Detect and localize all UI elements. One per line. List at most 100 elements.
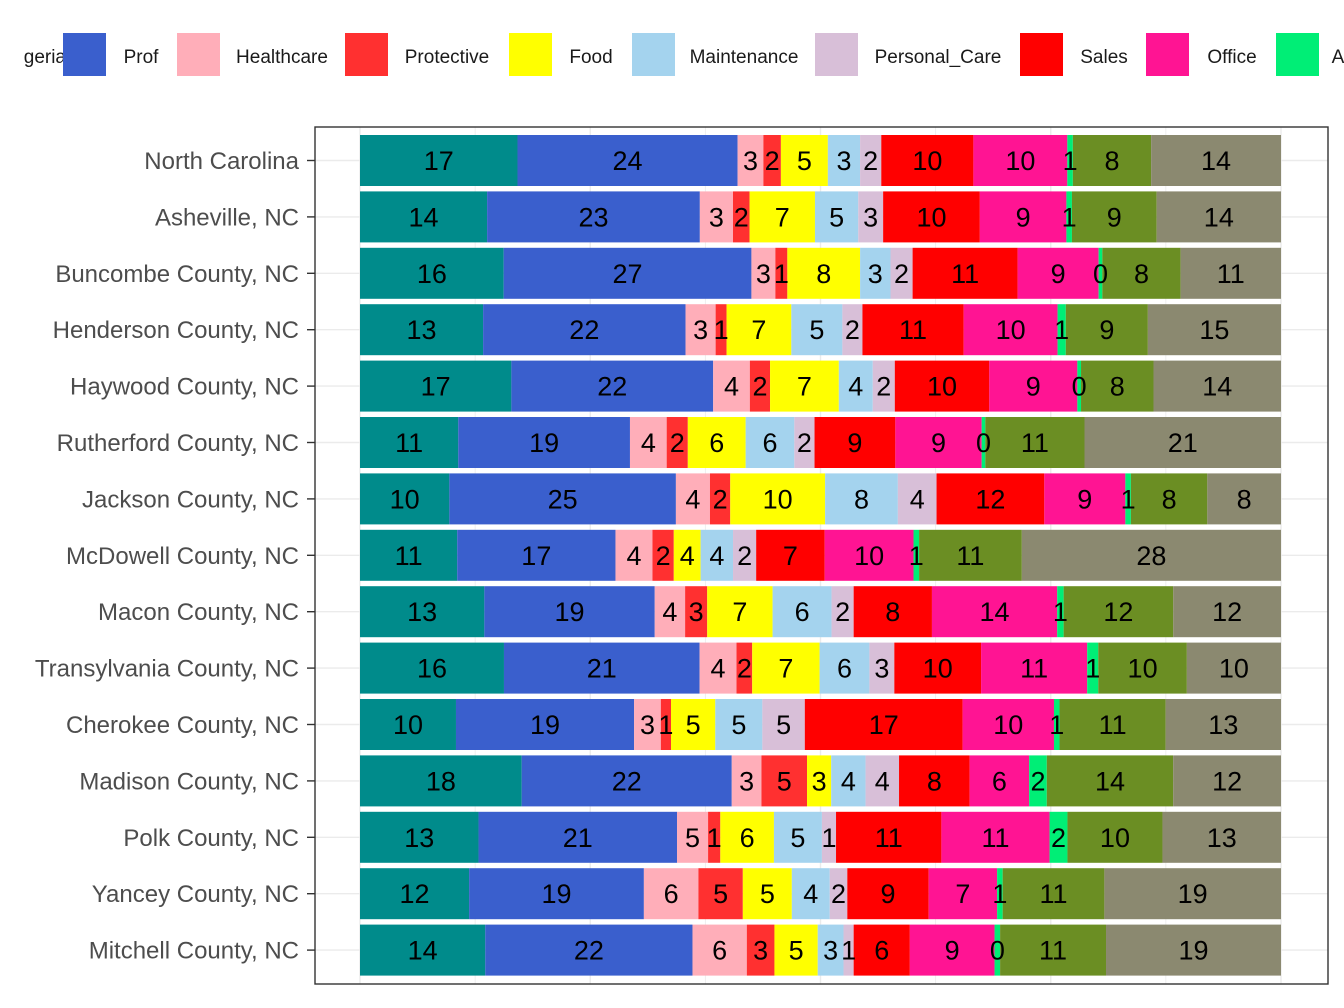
bar-segment: [941, 811, 1050, 863]
bar-segment: [685, 586, 708, 638]
bar-value-label: 6: [712, 936, 727, 966]
bar-segment: [981, 417, 986, 468]
bar-value-label: 11: [395, 541, 423, 571]
legend-label-personal_care: Personal_Care: [875, 47, 1002, 68]
bar-value-label: 4: [709, 541, 724, 571]
bar-segment: [881, 135, 974, 186]
bar-value-label: 5: [789, 936, 804, 966]
bar-segment: [449, 473, 676, 525]
bar-segment: [1067, 135, 1073, 186]
y-axis-category-label: Buncombe County, NC: [55, 261, 299, 288]
bar-value-label: 13: [404, 823, 434, 853]
bar-value-label: 21: [587, 654, 617, 684]
bar-value-label: 11: [1039, 936, 1067, 966]
bar-segment: [912, 247, 1018, 299]
legend-label-protective: Protective: [405, 47, 489, 68]
legend-label-food: Food: [569, 47, 612, 68]
bar-value-label: 14: [1095, 766, 1125, 796]
bar-segment: [458, 417, 630, 468]
bar-segment: [770, 360, 839, 412]
bar-value-label: 2: [1030, 766, 1045, 796]
bar-value-label: 10: [996, 315, 1026, 345]
bar-segment: [675, 473, 710, 525]
bar-value-label: 11: [1040, 879, 1068, 909]
bar-value-label: 3: [756, 259, 771, 289]
bar-value-label: 3: [812, 766, 827, 796]
bar-segment: [749, 360, 771, 412]
bar-segment: [1071, 191, 1157, 243]
bar-value-label: 5: [829, 202, 844, 232]
bar-segment: [652, 529, 674, 581]
legend-key-a: [1276, 33, 1319, 76]
bar-value-label: 6: [709, 428, 724, 458]
bar-value-label: 1: [841, 936, 856, 966]
bar-value-label: 2: [670, 428, 685, 458]
bar-segment: [1156, 191, 1281, 243]
bar-segment: [503, 642, 700, 694]
bar-value-label: 6: [740, 823, 755, 853]
bar-value-label: 1: [1085, 654, 1100, 684]
bar-segment: [791, 868, 830, 920]
bar-value-label: 11: [1021, 428, 1049, 458]
legend-label-prof: Prof: [124, 47, 160, 68]
bar-segment: [503, 247, 752, 299]
bar-value-label: 11: [951, 259, 979, 289]
bar-value-label: 19: [1178, 936, 1208, 966]
bar-segment: [1002, 868, 1105, 920]
bar-segment: [687, 417, 746, 468]
bar-segment: [869, 642, 895, 694]
bar-segment: [360, 417, 459, 468]
bar-value-label: 6: [992, 766, 1007, 796]
bar-segment: [746, 924, 775, 976]
bar-value-label: 11: [981, 823, 1009, 853]
bar-segment: [819, 642, 870, 694]
bar-segment: [979, 191, 1067, 243]
bar-segment: [899, 755, 970, 807]
bar-segment: [1125, 473, 1131, 525]
legend-key-office: [1146, 33, 1189, 76]
bar-segment: [484, 586, 655, 638]
bar-segment: [715, 304, 727, 356]
bar-segment: [872, 360, 895, 412]
legend-label-a: A: [1332, 47, 1344, 68]
bar-value-label: 9: [945, 936, 960, 966]
bar-value-label: 27: [613, 259, 643, 289]
bar-segment: [736, 642, 753, 694]
bar-value-label: 0: [976, 428, 991, 458]
bar-value-label: 19: [530, 710, 560, 740]
bar-segment: [847, 868, 929, 920]
bar-segment: [360, 811, 479, 863]
bar-value-label: 2: [894, 259, 909, 289]
bar-segment: [931, 586, 1058, 638]
bar-value-label: 11: [1020, 654, 1048, 684]
bar-value-label: 3: [836, 146, 851, 176]
bar-segment: [1147, 304, 1281, 356]
bar-value-label: 15: [1199, 315, 1229, 345]
y-axis-category-label: Haywood County, NC: [70, 374, 299, 401]
bar-value-label: 7: [797, 372, 812, 402]
y-axis-category-label: Mitchell County, NC: [89, 938, 299, 965]
bar-value-label: 22: [569, 315, 599, 345]
bar-segment: [1059, 699, 1166, 750]
bar-value-label: 10: [1005, 146, 1035, 176]
legend-label-office: Office: [1207, 47, 1256, 68]
bar-segment: [360, 135, 518, 186]
bar-segment: [643, 868, 699, 920]
bar-value-label: 10: [1128, 654, 1158, 684]
bar-segment: [709, 473, 731, 525]
bar-value-label: 2: [831, 879, 846, 909]
bar-segment: [994, 924, 1001, 976]
bar-value-label: 14: [408, 936, 438, 966]
bar-segment: [773, 811, 822, 863]
bar-value-label: 8: [1237, 484, 1252, 514]
bar-segment: [894, 360, 990, 412]
bar-segment: [1081, 360, 1154, 412]
bar-segment: [1106, 924, 1281, 976]
y-axis-category-label: Transylvania County, NC: [35, 656, 299, 683]
bar-segment: [1207, 473, 1281, 525]
bar-value-label: 1: [1054, 315, 1069, 345]
bar-value-label: 7: [778, 654, 793, 684]
bar-value-label: 8: [1134, 259, 1149, 289]
bar-segment: [919, 529, 1022, 581]
bar-value-label: 3: [874, 654, 889, 684]
